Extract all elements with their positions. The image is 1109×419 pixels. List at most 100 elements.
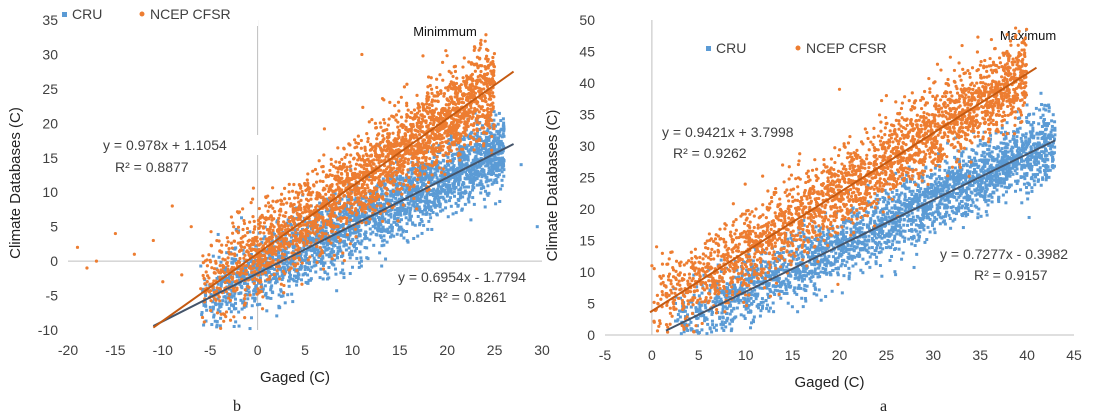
cru-data-point <box>371 224 375 228</box>
cru-data-point <box>283 251 287 255</box>
ncep-data-point <box>217 295 221 299</box>
ncep-data-point <box>370 118 374 122</box>
cru-data-point <box>414 185 418 189</box>
ncep-data-point <box>232 239 237 243</box>
cru-data-point <box>502 129 506 133</box>
cru-data-point <box>355 224 359 228</box>
ncep-data-point <box>351 173 355 178</box>
cru-data-point <box>279 266 283 270</box>
cru-data-point <box>410 184 414 188</box>
ncep-data-point <box>262 231 266 235</box>
cru-data-point <box>379 235 383 239</box>
cru-data-point <box>493 147 497 151</box>
ncep-data-point <box>321 225 325 229</box>
cru-data-point <box>343 212 347 216</box>
cru-data-point <box>484 144 488 148</box>
cru-data-point <box>468 152 472 156</box>
cru-data-point <box>450 191 454 195</box>
cru-data-point <box>317 251 321 255</box>
cru-data-point <box>475 183 479 187</box>
ncep-data-point <box>361 105 365 109</box>
ncep-data-point <box>282 291 286 295</box>
ncep-data-point <box>421 108 426 112</box>
cru-data-point <box>379 187 383 191</box>
cru-data-point <box>290 231 294 235</box>
ncep-data-point <box>288 219 292 224</box>
ncep-data-point <box>266 201 271 205</box>
cru-data-point <box>368 227 372 231</box>
ncep-data-point <box>340 167 344 171</box>
ncep-data-point <box>332 164 336 168</box>
cru-data-point <box>290 292 294 296</box>
cru-data-point <box>447 180 451 184</box>
ncep-data-point <box>420 102 424 106</box>
cru-data-point <box>283 301 287 305</box>
cru-data-point <box>317 255 321 259</box>
cru-data-point <box>230 303 234 307</box>
ncep-data-point <box>417 109 421 113</box>
ncep-data-point <box>318 179 322 183</box>
cru-data-point <box>374 222 378 226</box>
cru-data-point <box>459 165 463 169</box>
cru-data-point <box>411 186 415 190</box>
cru-data-point <box>364 230 368 234</box>
cru-data-point <box>491 141 495 145</box>
cru-data-point <box>497 132 501 136</box>
cru-data-point <box>291 277 295 281</box>
cru-data-point <box>384 220 388 224</box>
ncep-data-point <box>488 97 493 101</box>
ncep-data-point <box>408 185 412 189</box>
cru-data-point <box>340 254 344 258</box>
cru-data-point <box>209 293 213 297</box>
cru-data-point <box>480 169 484 173</box>
cru-data-point <box>467 137 471 141</box>
cru-data-point <box>281 274 285 278</box>
ncep-data-point <box>279 228 284 232</box>
cru-data-point <box>467 143 471 147</box>
cru-data-point <box>519 163 523 167</box>
ncep-data-point <box>232 272 236 276</box>
ncep-data-point <box>291 233 296 238</box>
cru-data-point <box>386 200 390 204</box>
ncep-data-point <box>232 315 236 319</box>
cru-data-point <box>329 237 333 241</box>
cru-data-point <box>462 158 466 162</box>
cru-data-point <box>221 275 225 279</box>
cru-data-point <box>263 284 267 288</box>
cru-data-point <box>460 208 464 212</box>
ncep-data-point <box>379 168 383 172</box>
cru-data-point <box>475 122 479 126</box>
cru-data-point <box>335 289 339 293</box>
cru-data-point <box>211 300 215 304</box>
cru-data-point <box>469 180 473 184</box>
ncep-data-point <box>405 183 410 187</box>
cru-data-point <box>380 244 384 248</box>
cru-data-point <box>439 161 443 165</box>
ncep-data-point <box>392 177 396 182</box>
ncep-data-point <box>228 318 233 322</box>
ncep-data-point <box>348 242 352 246</box>
ncep-data-point <box>484 33 488 37</box>
ncep-data-point <box>294 190 298 194</box>
ncep-data-point <box>237 210 242 214</box>
ncep-data-point <box>255 255 259 259</box>
cru-data-point <box>494 139 498 143</box>
ncep-data-point <box>485 116 489 120</box>
cru-data-point <box>346 237 350 241</box>
ncep-data-point <box>357 163 362 167</box>
cru-data-point <box>253 262 257 266</box>
ncep-data-point <box>330 207 334 211</box>
x-tick-label: -5 <box>204 342 217 358</box>
ncep-data-point <box>420 117 425 121</box>
cru-data-point <box>342 234 346 238</box>
ncep-data-point <box>402 142 406 146</box>
ncep-data-point <box>484 57 488 61</box>
ncep-data-point <box>421 106 425 110</box>
cru-data-point <box>240 307 244 311</box>
cru-data-point <box>220 302 224 306</box>
ncep-data-point <box>352 176 356 181</box>
cru-data-point <box>327 255 331 259</box>
cru-data-point <box>405 222 409 226</box>
ncep-data-point <box>490 148 494 152</box>
